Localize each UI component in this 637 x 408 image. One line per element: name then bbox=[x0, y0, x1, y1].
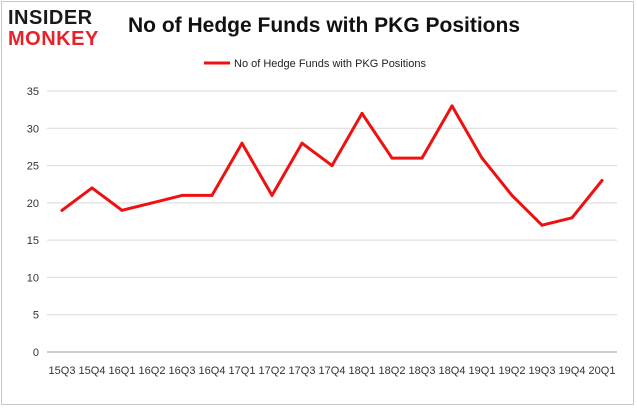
data-point bbox=[540, 223, 544, 227]
x-tick-label: 16Q2 bbox=[139, 365, 166, 377]
data-point bbox=[450, 104, 454, 108]
data-point bbox=[300, 141, 304, 145]
y-tick-label: 0 bbox=[33, 347, 39, 359]
x-tick-label: 17Q1 bbox=[229, 365, 256, 377]
x-tick-label: 15Q3 bbox=[49, 365, 76, 377]
x-tick-label: 19Q4 bbox=[559, 365, 586, 377]
x-tick-label: 18Q1 bbox=[349, 365, 376, 377]
x-tick-label: 18Q3 bbox=[409, 365, 436, 377]
data-point bbox=[180, 193, 184, 197]
x-axis-ticks: 15Q3 15Q4 16Q1 16Q2 16Q3 16Q4 17Q1 17Q2 17Q3 17Q4… bbox=[49, 365, 616, 377]
data-point bbox=[150, 201, 154, 205]
gridlines bbox=[47, 90, 617, 353]
y-tick-label: 20 bbox=[27, 198, 39, 210]
data-point bbox=[390, 156, 394, 160]
data-point bbox=[240, 141, 244, 145]
data-point bbox=[570, 216, 574, 220]
insider-monkey-logo: INSIDER MONKEY bbox=[8, 8, 118, 49]
logo-line-1: INSIDER bbox=[8, 7, 93, 29]
y-tick-label: 5 bbox=[33, 310, 39, 322]
chart-title: No of Hedge Funds with PKG Positions bbox=[128, 14, 520, 37]
data-point bbox=[60, 208, 64, 212]
x-tick-label: 17Q3 bbox=[289, 365, 316, 377]
data-point bbox=[330, 164, 334, 168]
data-point bbox=[270, 193, 274, 197]
x-tick-label: 16Q1 bbox=[109, 365, 136, 377]
logo-line-2: MONKEY bbox=[8, 28, 99, 50]
data-point bbox=[210, 193, 214, 197]
x-tick-label: 17Q2 bbox=[259, 365, 286, 377]
y-tick-label: 10 bbox=[27, 272, 39, 284]
y-tick-label: 30 bbox=[27, 123, 39, 135]
x-tick-label: 19Q3 bbox=[529, 365, 556, 377]
y-axis-ticks: 0 5 10 15 20 25 30 35 bbox=[27, 86, 39, 359]
x-tick-label: 17Q4 bbox=[319, 365, 346, 377]
data-point bbox=[600, 178, 604, 182]
legend-label: No of Hedge Funds with PKG Positions bbox=[234, 58, 426, 70]
y-tick-label: 15 bbox=[27, 235, 39, 247]
x-tick-label: 18Q4 bbox=[439, 365, 466, 377]
x-tick-label: 16Q3 bbox=[169, 365, 196, 377]
y-tick-label: 35 bbox=[27, 86, 39, 98]
x-tick-label: 20Q1 bbox=[589, 365, 616, 377]
y-tick-label: 25 bbox=[27, 161, 39, 173]
x-tick-label: 15Q4 bbox=[79, 365, 106, 377]
data-point bbox=[480, 156, 484, 160]
legend: No of Hedge Funds with PKG Positions bbox=[204, 58, 426, 70]
series-layer bbox=[60, 104, 604, 227]
data-point bbox=[90, 186, 94, 190]
data-point bbox=[420, 156, 424, 160]
data-point bbox=[360, 111, 364, 115]
x-tick-label: 16Q4 bbox=[199, 365, 226, 377]
x-tick-label: 18Q2 bbox=[379, 365, 406, 377]
data-point bbox=[120, 208, 124, 212]
x-tick-label: 19Q2 bbox=[499, 365, 526, 377]
x-tick-label: 19Q1 bbox=[469, 365, 496, 377]
data-point bbox=[510, 193, 514, 197]
